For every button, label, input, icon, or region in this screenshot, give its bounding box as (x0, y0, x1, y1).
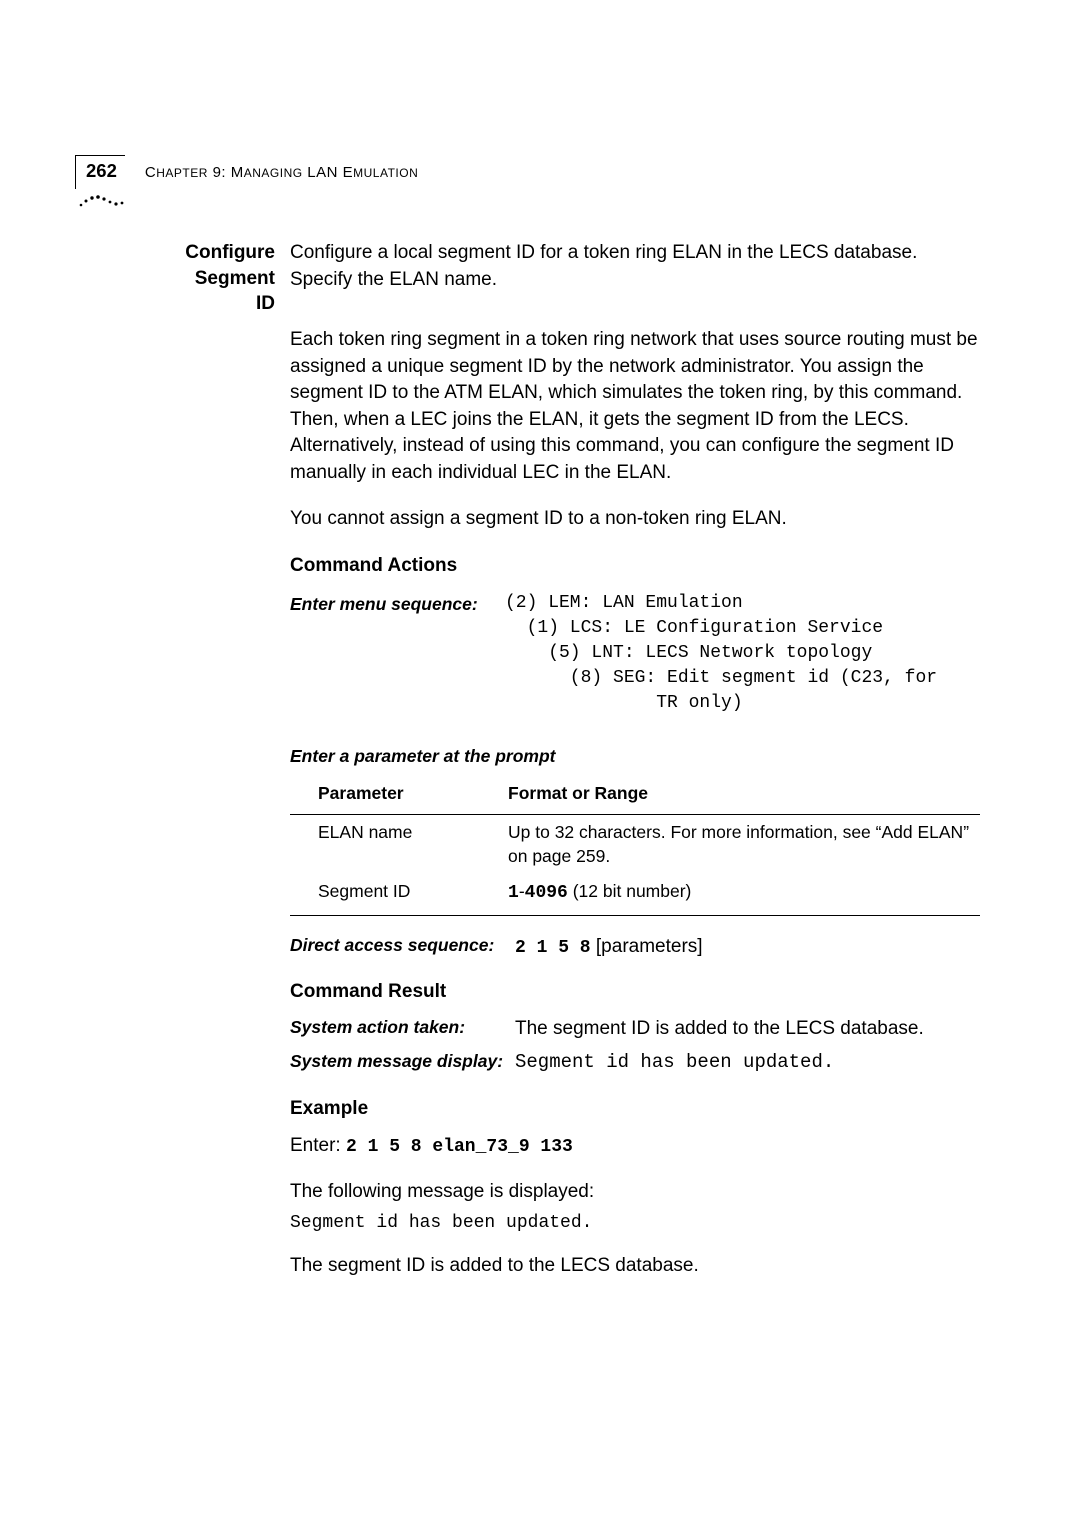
chapter-mid: LAN E (303, 164, 354, 181)
example-output: Segment id has been updated. (290, 1211, 980, 1235)
chapter-sc2: ANAGING (244, 166, 303, 180)
content-area: Configure Segment ID Configure a local s… (290, 240, 980, 1280)
page-header: 262 CHAPTER 9: MANAGING LAN EMULATION (75, 155, 418, 189)
range-end: 4096 (525, 883, 568, 903)
dots-icon (78, 190, 128, 210)
section-heading-left: Configure Segment ID (105, 240, 290, 317)
command-result-heading: Command Result (290, 979, 980, 1005)
param-format: Up to 32 characters. For more informatio… (508, 814, 980, 874)
chapter-label: CHAPTER 9: MANAGING LAN EMULATION (145, 163, 418, 189)
system-action-row: System action taken: The segment ID is a… (290, 1016, 980, 1042)
system-message-row: System message display: Segment id has b… (290, 1050, 980, 1076)
menu-sequence-lines: (2) LEM: LAN Emulation (1) LCS: LE Confi… (505, 591, 937, 717)
enter-prefix: Enter: (290, 1135, 346, 1156)
chapter-sc1: HAPTER (156, 166, 208, 180)
param-format: 1-4096 (12 bit number) (508, 874, 980, 916)
table-row: Segment ID 1-4096 (12 bit number) (290, 874, 980, 916)
chapter-prefix: C (145, 164, 156, 181)
system-message-label: System message display: (290, 1050, 515, 1076)
table-header-row: Parameter Format or Range (290, 776, 980, 814)
parameter-table: Parameter Format or Range ELAN name Up t… (290, 776, 980, 916)
enter-menu-label: Enter menu sequence: (290, 591, 505, 717)
page-number-box: 262 (75, 155, 125, 189)
note-paragraph: You cannot assign a segment ID to a non-… (290, 506, 980, 533)
section-heading-l2: ID (105, 291, 275, 317)
table-row: ELAN name Up to 32 characters. For more … (290, 814, 980, 874)
param-name: ELAN name (290, 814, 508, 874)
example-heading: Example (290, 1096, 980, 1122)
chapter-num: 9: M (208, 164, 244, 181)
param-name: Segment ID (290, 874, 508, 916)
direct-access-value: 2 1 5 8 [parameters] (515, 934, 703, 960)
example-final: The segment ID is added to the LECS data… (290, 1253, 980, 1280)
col-format: Format or Range (508, 776, 980, 814)
menu-sequence-row: Enter menu sequence: (2) LEM: LAN Emulat… (290, 591, 980, 717)
command-actions-heading: Command Actions (290, 553, 980, 579)
direct-access-row: Direct access sequence: 2 1 5 8 [paramet… (290, 934, 980, 960)
col-parameter: Parameter (290, 776, 508, 814)
example-enter-line: Enter: 2 1 5 8 elan_73_9 133 (290, 1133, 980, 1160)
system-action-label: System action taken: (290, 1016, 515, 1042)
range-start: 1 (508, 883, 519, 903)
follow-msg: The following message is displayed: (290, 1179, 980, 1206)
body-paragraph: Each token ring segment in a token ring … (290, 327, 980, 487)
chapter-sc3: MULATION (353, 166, 418, 180)
section-heading-l1: Configure Segment (105, 240, 275, 291)
page-number: 262 (86, 160, 117, 181)
range-tail: (12 bit number) (568, 881, 692, 901)
direct-access-seq: 2 1 5 8 (515, 938, 591, 958)
param-prompt-heading: Enter a parameter at the prompt (290, 745, 980, 769)
enter-command: 2 1 5 8 elan_73_9 133 (346, 1137, 573, 1157)
intro-paragraph: Configure a local segment ID for a token… (290, 240, 980, 297)
direct-access-tail: [parameters] (591, 936, 703, 957)
page: 262 CHAPTER 9: MANAGING LAN EMULATION Co… (0, 0, 1080, 1528)
system-message-value: Segment id has been updated. (515, 1050, 834, 1076)
section-intro-row: Configure Segment ID Configure a local s… (290, 240, 980, 317)
direct-access-label: Direct access sequence: (290, 934, 515, 960)
system-action-value: The segment ID is added to the LECS data… (515, 1016, 924, 1042)
